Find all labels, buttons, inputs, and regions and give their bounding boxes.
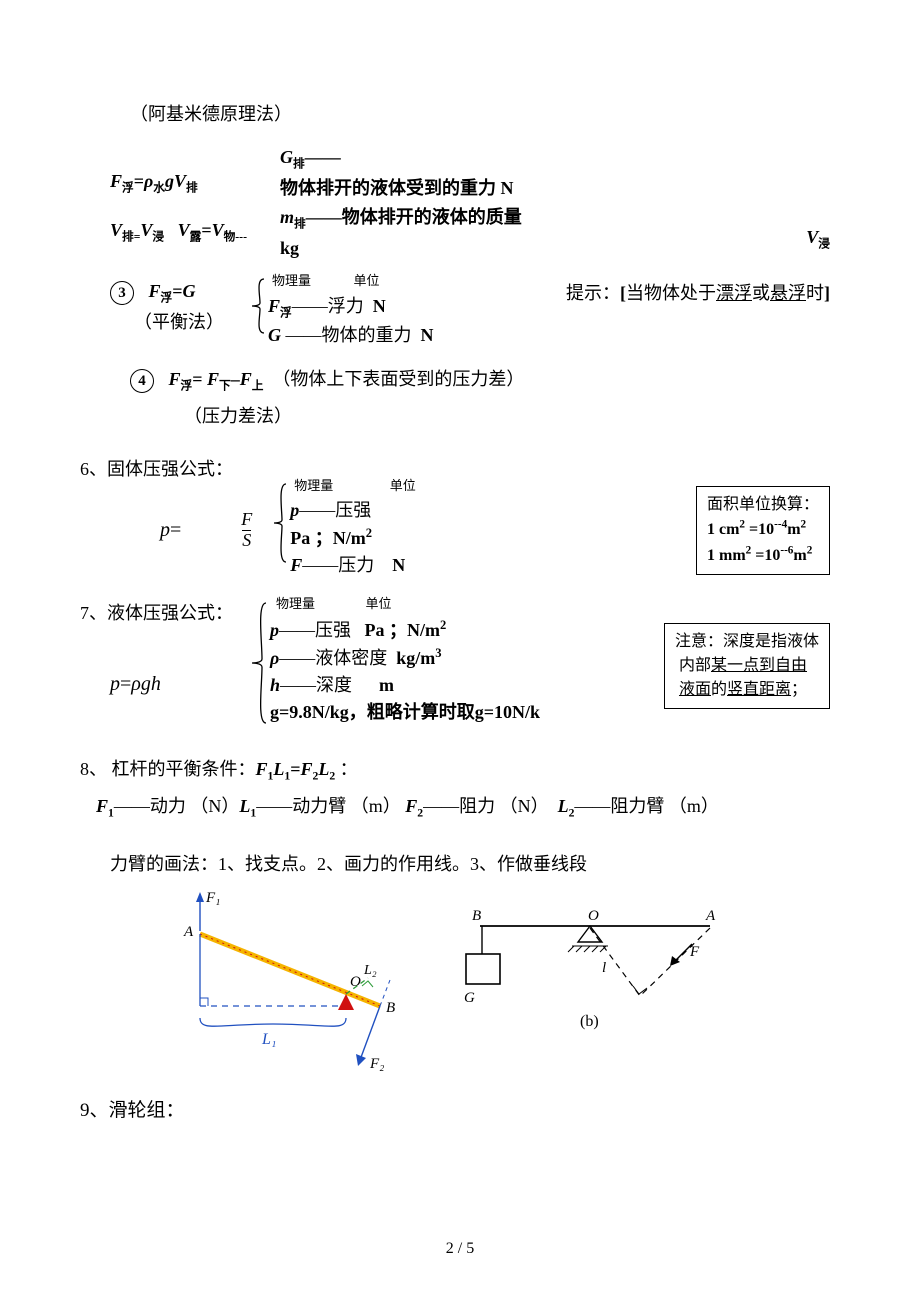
sec-6: p= F S 物理量 单位 p——压强 Pa ；N/m2 F——压力 N xyxy=(110,482,830,580)
g-pai-text: 物体排开的液体受到的重力 N xyxy=(280,174,610,203)
sec3-l1: F浮——浮力 N xyxy=(268,293,434,322)
sec7-l2: ρ——液体密度 kg/m3 xyxy=(270,644,540,672)
sec-4: 4 F浮= F下–F上 （物体上下表面受到的压力差） （压力差法） xyxy=(110,365,830,431)
sec8-title: 8、 杠杆的平衡条件：F1L1=F2L2 ： xyxy=(80,755,830,786)
sec7-l4: g=9.8N/kg，粗略计算时取g=10N/k xyxy=(270,699,540,726)
circled-4: 4 xyxy=(130,369,154,393)
sec7-hdr: 物理量 单位 xyxy=(276,594,540,614)
sec6-l2: Pa ；N/m2 xyxy=(290,524,416,552)
svg-text:B: B xyxy=(386,1000,395,1016)
m-pai-text: m排——物体排开的液体的质量 xyxy=(280,203,610,234)
svg-text:G: G xyxy=(464,990,475,1006)
sec6-frac: F S xyxy=(241,510,252,551)
figures-row: F₁ A O L₂ B F₂ xyxy=(110,886,830,1076)
svg-text:O: O xyxy=(588,908,599,924)
brace-icon xyxy=(250,277,268,335)
sec7-l3: h——深度 m xyxy=(270,672,540,699)
sec4-paren: （压力差法） xyxy=(184,402,830,431)
sec7-brace: 物理量 单位 p——压强 Pa ；N/m2 ρ——液体密度 kg/m3 h——深… xyxy=(250,599,540,727)
svg-text:(b): (b) xyxy=(580,1013,599,1030)
sec3-formula: F浮=G xyxy=(149,281,196,301)
sec-7-row: 7、液体压强公式： p=ρgh 物理量 单位 p——压强 Pa ；N/m2 ρ—… xyxy=(110,599,830,727)
sec3-brace: 物理量 单位 F浮——浮力 N G ——物体的重力 N xyxy=(250,277,434,349)
sec6-l3: F——压力 N xyxy=(290,552,416,579)
sec6-hdr: 物理量 单位 xyxy=(294,476,416,496)
v-pai-line: V排=V浸 V露=V物--- xyxy=(110,216,280,247)
sec6-l1: p——压强 xyxy=(290,497,416,524)
sec3-paren: （平衡法） xyxy=(134,308,250,337)
svg-text:L₁: L₁ xyxy=(261,1031,276,1048)
svg-text:B: B xyxy=(472,908,481,924)
sec6-box: 面积单位换算：1 cm2 =10--4m21 mm2 =10--6m2 xyxy=(696,486,830,575)
sec6-title: 6、固体压强公式： xyxy=(80,455,830,484)
sec6-brace: 物理量 单位 p——压强 Pa ；N/m2 F——压力 N xyxy=(272,482,416,580)
sec-a: F浮=ρ水gV排 V排=V浸 V露=V物--- G排—— 物体排开的液体受到的重… xyxy=(110,167,830,263)
page-number: 2 / 5 xyxy=(0,1236,920,1262)
brace-icon xyxy=(272,482,290,564)
svg-text:l: l xyxy=(602,960,606,976)
lever-figure-1: F₁ A O L₂ B F₂ xyxy=(150,886,420,1076)
sec3-l2: G ——物体的重力 N xyxy=(268,322,434,349)
svg-text:A: A xyxy=(705,908,716,924)
sec7-box: 注意：深度是指液体 内部某一点到自由 液面的竖直距离； xyxy=(664,623,830,709)
svg-text:F₂: F₂ xyxy=(369,1056,384,1072)
page: （阿基米德原理法） F浮=ρ水gV排 V排=V浸 V露=V物--- G排—— 物… xyxy=(0,0,920,1302)
svg-text:L₂: L₂ xyxy=(363,963,377,978)
sec8-line: F1——动力 （N）L1——动力臂 （m） F2——阻力 （N） L2——阻力臂… xyxy=(96,792,830,823)
lever-figure-2: B A O G l F xyxy=(440,886,740,1056)
sec-3: 3 F浮=G （平衡法） 物理量 单位 F浮——浮力 N G ——物体的重力 N… xyxy=(110,277,830,349)
sec6-p-eq: p= xyxy=(160,514,181,546)
svg-text:F: F xyxy=(689,944,700,960)
sec7-l1: p——压强 Pa ；N/m2 xyxy=(270,616,540,644)
archimedes-note: （阿基米德原理法） xyxy=(130,100,830,129)
sec8-draw: 力臂的画法：1、找支点。2、画力的作用线。3、作做垂线段 xyxy=(110,850,830,879)
v-jin: V浸 xyxy=(806,223,830,254)
sec4-formula: F浮= F下–F上 （物体上下表面受到的压力差） xyxy=(169,369,525,389)
g-pai-label: G排—— xyxy=(280,143,610,174)
f-buoy-formula: F浮=ρ水gV排 xyxy=(110,167,280,198)
sec9-title: 9、滑轮组： xyxy=(80,1096,830,1126)
sec3-hdr: 物理量 单位 xyxy=(272,271,434,291)
svg-text:F₁: F₁ xyxy=(205,890,220,906)
circled-3: 3 xyxy=(110,281,134,305)
sec3-hint: 提示：[当物体处于漂浮或悬浮时] xyxy=(566,279,830,308)
brace-icon xyxy=(250,599,270,727)
kg-text: kg xyxy=(280,234,610,263)
svg-text:A: A xyxy=(183,924,194,940)
